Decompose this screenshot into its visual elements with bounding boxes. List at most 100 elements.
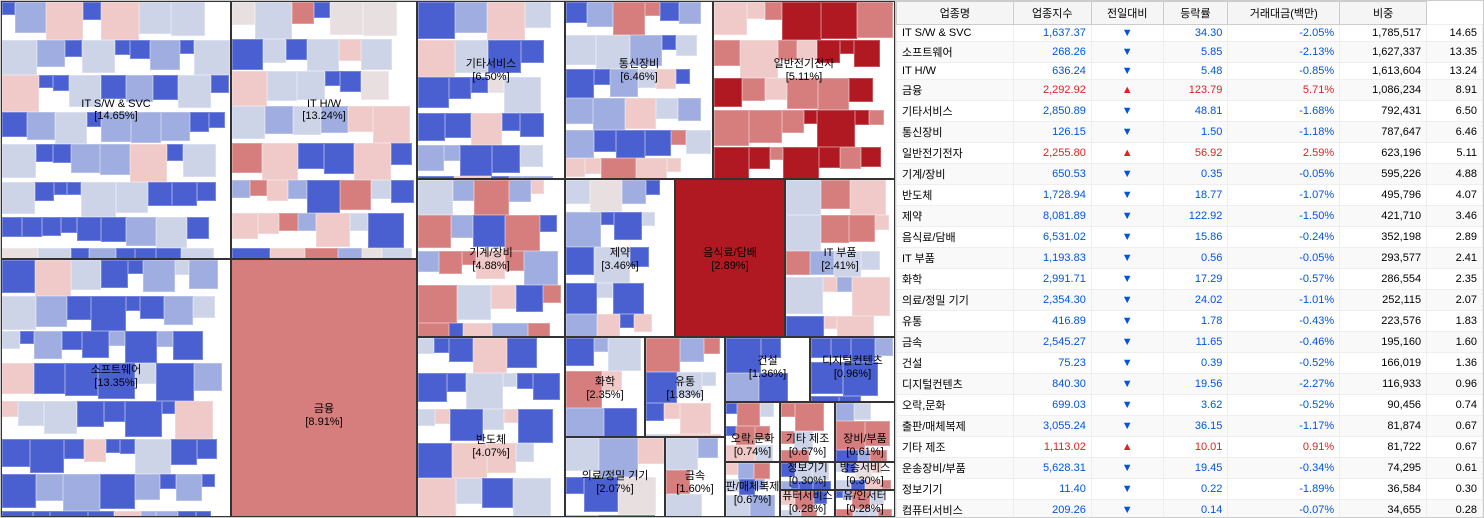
treemap-sector[interactable]: 오락,문화[0.74%] [725, 402, 780, 462]
index-cell: 650.53 [1013, 164, 1091, 185]
change-cell: 1.50 [1163, 122, 1228, 143]
index-cell: 840.30 [1013, 374, 1091, 395]
change-cell: 19.56 [1163, 374, 1228, 395]
weight-cell: 5.11 [1427, 143, 1483, 164]
direction-arrow-icon: ▼ [1091, 269, 1163, 290]
treemap-sector[interactable]: 유통[1.83%] [645, 337, 725, 437]
col-header[interactable]: 비중 [1340, 2, 1427, 25]
treemap-sector[interactable]: 기타 제조[0.67%] [780, 402, 835, 462]
volume-cell: 195,160 [1340, 332, 1427, 353]
treemap-sector[interactable]: 디지털컨텐츠[0.96%] [810, 337, 895, 402]
treemap-sector[interactable]: 퓨터서비스[0.28%] [780, 490, 835, 517]
direction-arrow-icon: ▲ [1091, 143, 1163, 164]
treemap-sector[interactable]: 화학[2.35%] [565, 337, 645, 437]
treemap-sector[interactable]: 반도체[4.07%] [417, 337, 565, 517]
table-row[interactable]: 디지털컨텐츠840.30▼19.56-2.27%116,9330.96 [897, 374, 1483, 395]
index-cell: 1,637.37 [1013, 25, 1091, 42]
table-row[interactable]: IT 부품1,193.83▼0.56-0.05%293,5772.41 [897, 248, 1483, 269]
pct-cell: -0.52% [1228, 353, 1340, 374]
col-header[interactable]: 업종명 [897, 2, 1014, 25]
table-row[interactable]: IT H/W636.24▼5.48-0.85%1,613,60413.24 [897, 63, 1483, 80]
treemap-sector[interactable]: 장비/부품[0.61%] [835, 402, 895, 462]
table-row[interactable]: 정보기기11.40▼0.22-1.89%36,5840.30 [897, 479, 1483, 500]
direction-arrow-icon: ▼ [1091, 42, 1163, 63]
treemap-sector[interactable]: 정보기기[0.30%] [780, 462, 835, 490]
treemap-sector[interactable]: 의료/정밀 기기[2.07%] [565, 437, 665, 517]
treemap-sector[interactable]: 방송서비스[0.30%] [835, 462, 895, 490]
direction-arrow-icon: ▼ [1091, 374, 1163, 395]
treemap-sector[interactable]: 유/인서터[0.28%] [835, 490, 895, 517]
table-row[interactable]: 반도체1,728.94▼18.77-1.07%495,7964.07 [897, 185, 1483, 206]
treemap-sector[interactable]: 금속[1.60%] [665, 437, 725, 517]
volume-cell: 595,226 [1340, 164, 1427, 185]
index-cell: 2,545.27 [1013, 332, 1091, 353]
sector-name-cell: 소프트웨어 [897, 42, 1014, 63]
table-row[interactable]: 제약8,081.89▼122.92-1.50%421,7103.46 [897, 206, 1483, 227]
table-row[interactable]: 화학2,991.71▼17.29-0.57%286,5542.35 [897, 269, 1483, 290]
treemap-sector[interactable]: 일반전기전자[5.11%] [713, 1, 895, 179]
table-row[interactable]: IT S/W & SVC1,637.37▼34.30-2.05%1,785,51… [897, 25, 1483, 42]
table-body: IT S/W & SVC1,637.37▼34.30-2.05%1,785,51… [897, 25, 1483, 518]
change-cell: 5.85 [1163, 42, 1228, 63]
col-header[interactable]: 업종지수 [1013, 2, 1091, 25]
table-row[interactable]: 소프트웨어268.26▼5.85-2.13%1,627,33713.35 [897, 42, 1483, 63]
table-row[interactable]: 기타서비스2,850.89▼48.81-1.68%792,4316.50 [897, 101, 1483, 122]
treemap-sector[interactable]: 통신장비[6.46%] [565, 1, 713, 179]
table-row[interactable]: 음식료/담배6,531.02▼15.86-0.24%352,1982.89 [897, 227, 1483, 248]
table-row[interactable]: 컴퓨터서비스209.26▼0.14-0.07%34,6550.28 [897, 500, 1483, 518]
table-row[interactable]: 금융2,292.92▲123.795.71%1,086,2348.91 [897, 80, 1483, 101]
table-row[interactable]: 일반전기전자2,255.80▲56.922.59%623,1965.11 [897, 143, 1483, 164]
sector-name-cell: 통신장비 [897, 122, 1014, 143]
volume-cell: 1,785,517 [1340, 25, 1427, 42]
col-header[interactable]: 거래대금(백만) [1228, 2, 1340, 25]
table-row[interactable]: 금속2,545.27▼11.65-0.46%195,1601.60 [897, 332, 1483, 353]
pct-cell: -1.01% [1228, 290, 1340, 311]
treemap-sector[interactable]: 기타서비스[6.50%] [417, 1, 565, 179]
index-cell: 126.15 [1013, 122, 1091, 143]
table-row[interactable]: 건설75.23▼0.39-0.52%166,0191.36 [897, 353, 1483, 374]
change-cell: 5.48 [1163, 63, 1228, 80]
sector-name-cell: 화학 [897, 269, 1014, 290]
weight-cell: 1.83 [1427, 311, 1483, 332]
weight-cell: 0.96 [1427, 374, 1483, 395]
sector-name-cell: 운송장비/부품 [897, 458, 1014, 479]
pct-cell: -1.07% [1228, 185, 1340, 206]
pct-cell: -0.05% [1228, 248, 1340, 269]
index-cell: 2,850.89 [1013, 101, 1091, 122]
index-cell: 3,055.24 [1013, 416, 1091, 437]
treemap-sector[interactable]: 기계/장비[4.88%] [417, 179, 565, 337]
root-layout: IT S/W & SVC[14.65%]소프트웨어[13.35%]IT H/W[… [0, 0, 1484, 518]
treemap-sector[interactable]: IT 부품[2.41%] [785, 179, 895, 337]
sector-name-cell: IT 부품 [897, 248, 1014, 269]
treemap-sector[interactable]: 금융[8.91%] [231, 259, 417, 517]
treemap-sector[interactable]: 판/매체복제[0.67%] [725, 462, 780, 517]
table-row[interactable]: 기타 제조1,113.02▲10.010.91%81,7220.67 [897, 437, 1483, 458]
direction-arrow-icon: ▼ [1091, 479, 1163, 500]
treemap-sector[interactable]: 건설[1.36%] [725, 337, 810, 402]
pct-cell: -0.34% [1228, 458, 1340, 479]
weight-cell: 8.91 [1427, 80, 1483, 101]
table-row[interactable]: 운송장비/부품5,628.31▼19.45-0.34%74,2950.61 [897, 458, 1483, 479]
table-row[interactable]: 통신장비126.15▼1.50-1.18%787,6476.46 [897, 122, 1483, 143]
treemap-sector[interactable]: IT H/W[13.24%] [231, 1, 417, 259]
treemap-sector[interactable]: IT S/W & SVC[14.65%] [1, 1, 231, 259]
col-header[interactable]: 전일대비 [1091, 2, 1163, 25]
change-cell: 10.01 [1163, 437, 1228, 458]
treemap-sector[interactable]: 음식료/담배[2.89%] [675, 179, 785, 337]
treemap-sector[interactable]: 소프트웨어[13.35%] [1, 259, 231, 517]
table-row[interactable]: 유통416.89▼1.78-0.43%223,5761.83 [897, 311, 1483, 332]
volume-cell: 90,456 [1340, 395, 1427, 416]
table-row[interactable]: 기계/장비650.53▼0.35-0.05%595,2264.88 [897, 164, 1483, 185]
table-row[interactable]: 의료/정밀 기기2,354.30▼24.02-1.01%252,1152.07 [897, 290, 1483, 311]
col-header[interactable]: 등락률 [1163, 2, 1228, 25]
change-cell: 11.65 [1163, 332, 1228, 353]
change-cell: 0.56 [1163, 248, 1228, 269]
pct-cell: -2.27% [1228, 374, 1340, 395]
treemap-sector[interactable]: 제약[3.46%] [565, 179, 675, 337]
table-row[interactable]: 오락,문화699.03▼3.62-0.52%90,4560.74 [897, 395, 1483, 416]
index-cell: 1,728.94 [1013, 185, 1091, 206]
sector-name-cell: IT S/W & SVC [897, 25, 1014, 42]
direction-arrow-icon: ▼ [1091, 353, 1163, 374]
table-row[interactable]: 출판/매체복제3,055.24▼36.15-1.17%81,8740.67 [897, 416, 1483, 437]
direction-arrow-icon: ▼ [1091, 122, 1163, 143]
